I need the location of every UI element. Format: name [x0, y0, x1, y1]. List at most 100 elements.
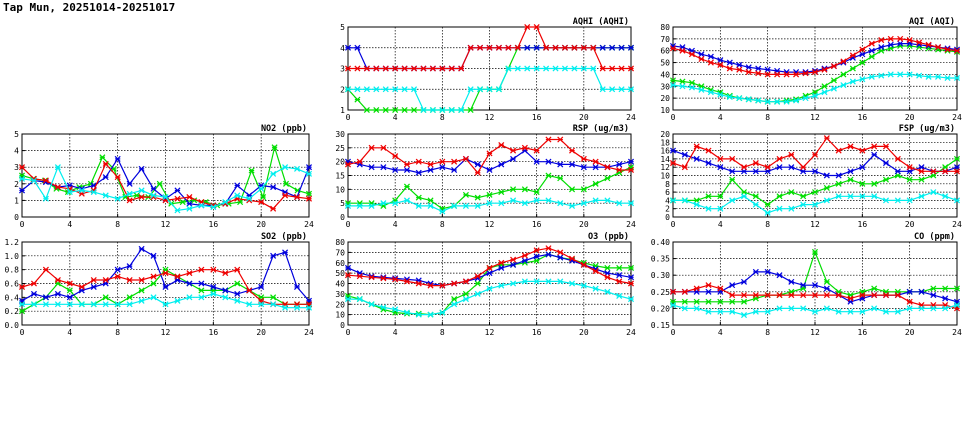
- data-point: [138, 297, 145, 304]
- data-point: [533, 158, 540, 165]
- data-point: [222, 199, 229, 206]
- data-point: [776, 305, 783, 312]
- data-point: [403, 183, 410, 190]
- data-point: [698, 55, 705, 63]
- data-point: [439, 164, 446, 171]
- data-point: [726, 65, 733, 72]
- data-point: [681, 164, 688, 171]
- data-point: [427, 311, 434, 318]
- data-point: [679, 83, 686, 90]
- data-point: [545, 136, 552, 143]
- series-3: [18, 164, 313, 214]
- data-point: [474, 202, 481, 209]
- data-point: [693, 143, 700, 150]
- data-point: [859, 51, 866, 58]
- data-point: [498, 264, 505, 271]
- x-tick-label: 24: [626, 220, 636, 229]
- data-point: [823, 197, 830, 204]
- y-tick-label: 3: [340, 65, 345, 74]
- data-point: [451, 158, 458, 165]
- chart-title: SO2 (ppb): [261, 232, 307, 242]
- data-point: [847, 193, 854, 200]
- data-point: [849, 78, 856, 85]
- data-point: [451, 301, 458, 308]
- data-point: [198, 280, 205, 287]
- data-point: [210, 283, 217, 290]
- data-point: [627, 44, 635, 51]
- data-point: [788, 164, 795, 171]
- data-point: [599, 65, 606, 72]
- data-point: [616, 166, 623, 173]
- data-point: [138, 287, 145, 294]
- x-tick-label: 16: [532, 113, 542, 122]
- data-point: [726, 59, 733, 66]
- data-point: [533, 247, 540, 254]
- data-point: [102, 294, 109, 301]
- y-tick-label: 10: [335, 185, 345, 194]
- data-point: [764, 71, 771, 78]
- data-point: [859, 292, 866, 299]
- data-point: [847, 308, 854, 315]
- data-point: [533, 189, 540, 196]
- data-point: [679, 78, 686, 85]
- data-point: [569, 280, 576, 287]
- data-point: [627, 86, 635, 93]
- data-point: [30, 280, 37, 287]
- data-point: [467, 106, 474, 114]
- data-point: [916, 72, 923, 79]
- data-point: [669, 288, 677, 295]
- data-point: [545, 245, 552, 252]
- data-point: [521, 186, 528, 193]
- data-point: [859, 147, 866, 154]
- data-point: [486, 270, 493, 277]
- x-tick-label: 16: [858, 113, 868, 122]
- data-point: [894, 155, 901, 162]
- data-point: [486, 44, 493, 51]
- data-point: [174, 207, 181, 214]
- y-tick-label: 60: [660, 47, 670, 56]
- data-point: [467, 86, 474, 93]
- y-tick-label: 4: [340, 44, 345, 53]
- data-point: [688, 51, 695, 58]
- data-point: [764, 164, 771, 171]
- data-point: [354, 65, 361, 72]
- y-tick-label: 6: [665, 188, 670, 197]
- data-point: [486, 264, 493, 271]
- data-point: [688, 84, 695, 91]
- x-tick-label: 4: [718, 220, 723, 229]
- data-point: [427, 161, 434, 168]
- data-point: [162, 194, 169, 201]
- data-point: [823, 285, 830, 292]
- data-point: [894, 292, 901, 299]
- data-point: [599, 44, 606, 51]
- data-point: [811, 292, 819, 299]
- chart-title: RSP (ug/m3): [573, 124, 629, 134]
- y-tick-label: 4: [14, 147, 19, 156]
- x-tick-label: 0: [671, 113, 676, 122]
- data-point: [474, 194, 481, 201]
- y-tick-label: 0: [665, 213, 670, 222]
- y-tick-label: 0.2: [5, 307, 20, 316]
- data-point: [580, 200, 587, 207]
- data-point: [42, 266, 49, 273]
- data-point: [918, 193, 925, 200]
- data-point: [42, 177, 49, 184]
- data-point: [458, 65, 465, 72]
- data-point: [752, 168, 759, 175]
- data-point: [776, 193, 783, 200]
- data-point: [618, 65, 625, 72]
- data-point: [486, 86, 493, 93]
- data-point: [835, 147, 842, 154]
- data-point: [114, 195, 121, 202]
- y-tick-label: 2: [665, 205, 670, 214]
- data-point: [363, 65, 370, 72]
- data-point: [707, 59, 714, 66]
- data-point: [669, 197, 677, 204]
- data-point: [462, 296, 469, 303]
- data-point: [590, 44, 597, 51]
- chart-so2: 0 4 8 12 16 20 24 0.0 0.2 0.4 0.6 0.8 1.0 1.2 SO2 (ppb…: [5, 232, 314, 337]
- data-point: [811, 189, 819, 196]
- data-point: [871, 143, 878, 150]
- data-point: [486, 166, 493, 173]
- data-point: [294, 194, 301, 201]
